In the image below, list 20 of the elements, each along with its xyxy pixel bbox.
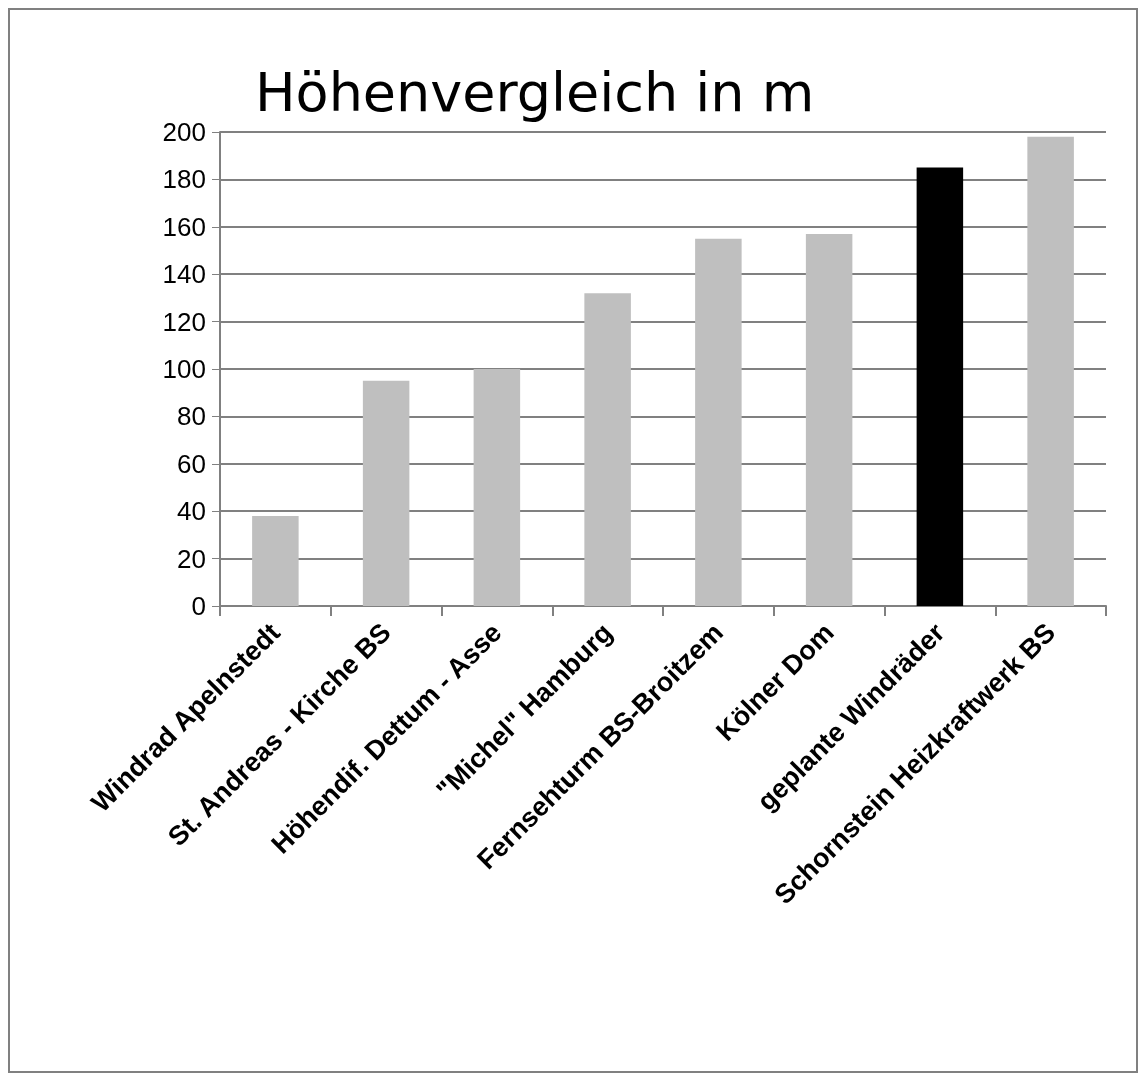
chart-title: Höhenvergleich in m bbox=[255, 60, 815, 124]
y-tick-label: 20 bbox=[177, 543, 206, 574]
bar bbox=[695, 238, 742, 606]
y-tick-label: 160 bbox=[162, 211, 206, 242]
bar bbox=[362, 380, 410, 606]
bar bbox=[584, 293, 631, 606]
y-tick-label: 100 bbox=[162, 354, 206, 384]
y-tick-label: 0 bbox=[191, 591, 206, 621]
y-tick-label: 180 bbox=[162, 164, 206, 195]
y-tick-label: 60 bbox=[177, 448, 206, 479]
y-tick-label: 140 bbox=[162, 259, 206, 290]
y-tick-label: 40 bbox=[177, 496, 206, 527]
y-tick-label: 80 bbox=[177, 401, 206, 432]
bar bbox=[473, 369, 521, 606]
bar bbox=[252, 515, 299, 606]
bar bbox=[805, 233, 853, 606]
bar bbox=[1027, 136, 1074, 606]
y-tick-label: 120 bbox=[162, 306, 206, 337]
bar bbox=[916, 167, 964, 606]
y-tick-label: 200 bbox=[162, 117, 206, 147]
